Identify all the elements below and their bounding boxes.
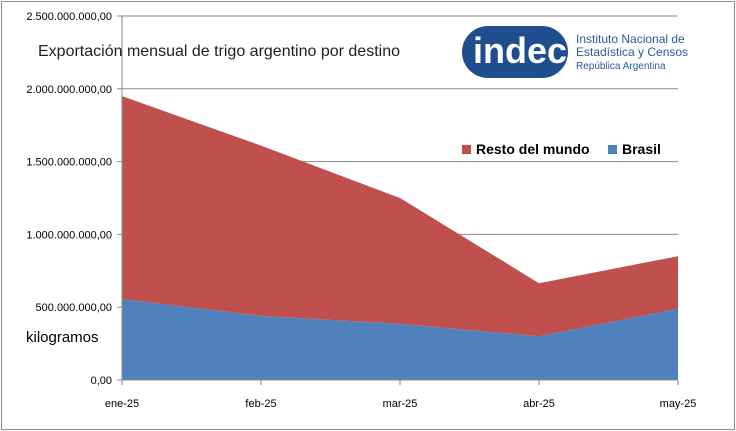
y-tick-label-5: 2.500.000.000,00 bbox=[26, 11, 112, 23]
legend-swatch-resto-del-mundo bbox=[462, 145, 471, 154]
logo-line-1: Instituto Nacional de bbox=[576, 32, 685, 46]
legend-swatch-brasil bbox=[608, 145, 617, 154]
logo-line-3: República Argentina bbox=[576, 61, 666, 72]
axes: 0,00 500.000.000,00 1.000.000.000,00 1.500.… bbox=[26, 11, 696, 410]
logo-line-2: Estadística y Censos bbox=[576, 45, 688, 59]
x-tick-label-1: feb-25 bbox=[245, 398, 276, 410]
areas bbox=[122, 96, 678, 380]
y-tick-label-2: 1.000.000.000,00 bbox=[26, 229, 112, 241]
logo-word: indec bbox=[473, 30, 567, 71]
area-brasil bbox=[122, 299, 678, 380]
legend-label-brasil: Brasil bbox=[622, 141, 661, 157]
area-resto-del-mundo bbox=[122, 96, 678, 337]
y-tick-label-0: 0,00 bbox=[91, 375, 112, 387]
y-tick-label-1: 500.000.000,00 bbox=[36, 302, 112, 314]
y-tick-label-4: 2.000.000.000,00 bbox=[26, 84, 112, 96]
legend: Resto del mundo Brasil bbox=[462, 141, 661, 157]
x-tick-label-3: abr-25 bbox=[523, 398, 555, 410]
y-tick-label-3: 1.500.000.000,00 bbox=[26, 157, 112, 169]
indec-logo: indec Instituto Nacional de Estadística … bbox=[462, 26, 688, 78]
legend-label-resto-del-mundo: Resto del mundo bbox=[476, 141, 590, 157]
y-axis-unit-label: kilogramos bbox=[26, 329, 99, 346]
x-tick-label-0: ene-25 bbox=[105, 398, 139, 410]
logo-pill bbox=[462, 26, 568, 78]
x-tick-label-2: mar-25 bbox=[383, 398, 418, 410]
chart-title: Exportación mensual de trigo argentino p… bbox=[38, 43, 400, 60]
x-tick-label-4: may-25 bbox=[660, 398, 697, 410]
